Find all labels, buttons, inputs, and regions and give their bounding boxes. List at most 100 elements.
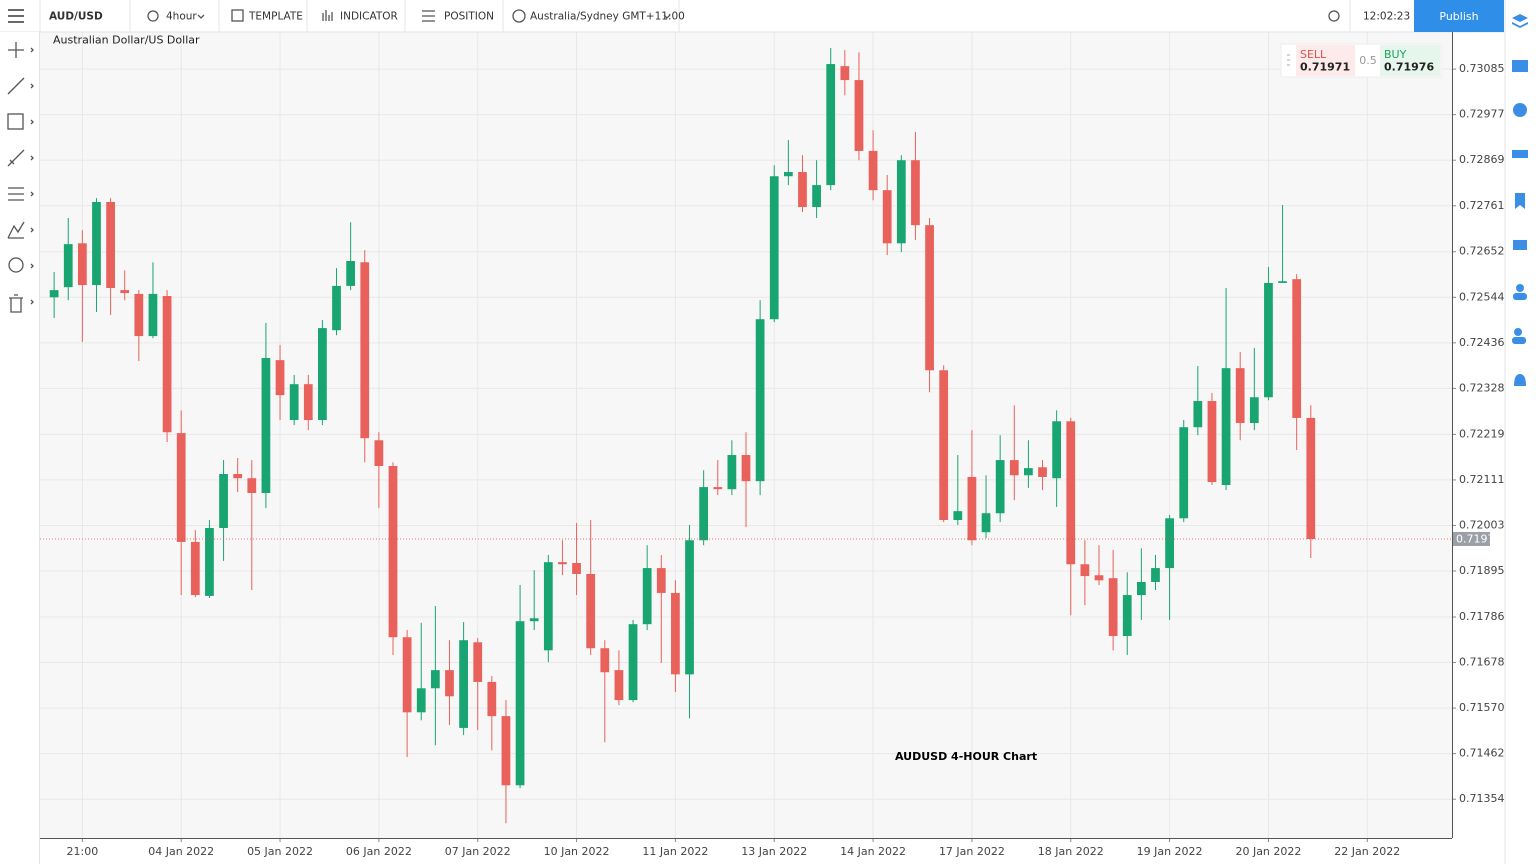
sell-price: 0.71971 <box>1300 61 1350 74</box>
x-tick-label: 14 Jan 2022 <box>840 845 906 858</box>
candle-body <box>868 150 878 191</box>
candle-body <box>289 384 299 421</box>
candle-body <box>134 293 144 337</box>
candle-body <box>49 290 59 298</box>
candle-body <box>261 358 271 493</box>
candle-body <box>967 476 977 541</box>
chart-subtitle: Australian Dollar/US Dollar <box>53 34 200 47</box>
buy-label: BUY <box>1384 48 1407 61</box>
candle-body <box>882 190 892 244</box>
candle-body <box>176 433 186 542</box>
candle-body <box>1278 281 1287 283</box>
candle-body <box>501 716 511 786</box>
x-tick-label: 07 Jan 2022 <box>445 845 511 858</box>
candle-body <box>1080 564 1090 577</box>
candle-body <box>642 568 652 625</box>
publish-button-bg[interactable] <box>1414 0 1504 32</box>
candle-body <box>1151 568 1160 582</box>
chevron <box>197 14 205 19</box>
x-tick-label: 18 Jan 2022 <box>1038 845 1104 858</box>
clock: 12:02:23 <box>1363 11 1410 23</box>
y-tick-label: 0.71786 <box>1459 610 1505 623</box>
publish-button[interactable]: Publish <box>1439 10 1478 23</box>
candle-body <box>374 440 384 466</box>
candle-body <box>911 160 920 226</box>
candle-body <box>783 172 793 177</box>
timezone[interactable]: Australia/Sydney GMT+11:00 <box>530 11 685 23</box>
x-tick-label: 06 Jan 2022 <box>346 845 412 858</box>
candle-body <box>755 319 765 482</box>
candle-body <box>445 670 454 697</box>
indicator-icon <box>322 10 333 21</box>
candle-body <box>1165 518 1174 569</box>
candle-body <box>77 243 87 286</box>
y-tick-label: 0.71354 <box>1459 792 1505 805</box>
y-tick-label: 0.72869 <box>1459 153 1505 166</box>
candle-body <box>1108 578 1118 636</box>
candle-body <box>473 642 483 682</box>
candle-body <box>854 80 864 151</box>
template-button[interactable]: TEMPLATE <box>248 11 303 23</box>
settings-button[interactable] <box>1328 10 1340 22</box>
y-tick-label: 0.72219 <box>1459 427 1505 440</box>
symbol[interactable]: AUD/USD <box>49 11 103 23</box>
interval[interactable]: 4hour <box>166 11 197 23</box>
candle-body <box>346 261 356 286</box>
candle-body <box>529 618 539 622</box>
toolbar-separators <box>39 0 1351 32</box>
candle-body <box>332 285 341 331</box>
candle-body <box>515 621 525 786</box>
x-tick-label: 10 Jan 2022 <box>544 845 610 858</box>
sell-button[interactable] <box>1296 45 1355 76</box>
y-tick-label: 0.71678 <box>1459 656 1505 669</box>
left-toolbar <box>0 32 40 864</box>
y-tick-label: 0.72436 <box>1459 336 1505 349</box>
position-icon <box>422 10 435 22</box>
x-tick-label: 20 Jan 2022 <box>1235 845 1301 858</box>
position-button[interactable]: POSITION <box>444 11 494 23</box>
quote-widget <box>1280 43 1442 78</box>
candle-body <box>1094 575 1104 581</box>
candle-body <box>896 160 906 244</box>
candle-body <box>459 640 468 728</box>
candle-body <box>939 370 949 520</box>
candle-body <box>219 474 228 528</box>
candle-body <box>1235 368 1245 423</box>
chart-annotation: AUDUSD 4-HOUR Chart <box>895 750 1037 763</box>
menu-button[interactable] <box>8 9 24 23</box>
y-tick-label: 0.71895 <box>1459 564 1505 577</box>
candle-body <box>148 293 158 337</box>
candle-body <box>190 541 200 596</box>
candle-body <box>713 487 723 490</box>
sidebar-icons[interactable] <box>1512 14 1528 386</box>
candle-body <box>1221 368 1231 485</box>
candle-body <box>275 360 285 396</box>
x-tick-label: 13 Jan 2022 <box>741 845 807 858</box>
drawing-tools[interactable] <box>7 42 34 313</box>
buy-button[interactable] <box>1380 45 1440 76</box>
template-icon <box>231 9 244 22</box>
candle-body <box>543 562 553 651</box>
candle-body <box>318 328 327 421</box>
candle-body <box>769 176 779 320</box>
candle-body <box>600 648 610 673</box>
candle-body <box>826 64 836 186</box>
candle-body <box>233 474 243 479</box>
x-tick-label: 22 Jan 2022 <box>1334 845 1400 858</box>
buy-price: 0.71976 <box>1384 61 1434 74</box>
candle-body <box>247 478 257 493</box>
candle-body <box>1207 401 1217 483</box>
candle-body <box>586 573 596 649</box>
y-tick-label: 0.72111 <box>1459 473 1505 486</box>
candle-body <box>388 466 398 638</box>
top-bar <box>0 0 1536 32</box>
candle-body <box>1306 417 1316 539</box>
y-tick-label: 0.73085 <box>1459 62 1505 75</box>
indicator-button[interactable]: INDICATOR <box>340 11 398 23</box>
chevron <box>663 14 671 19</box>
candle-body <box>558 562 567 565</box>
candle-body <box>925 225 934 371</box>
candle-body <box>572 563 581 574</box>
candle-body <box>303 384 313 421</box>
